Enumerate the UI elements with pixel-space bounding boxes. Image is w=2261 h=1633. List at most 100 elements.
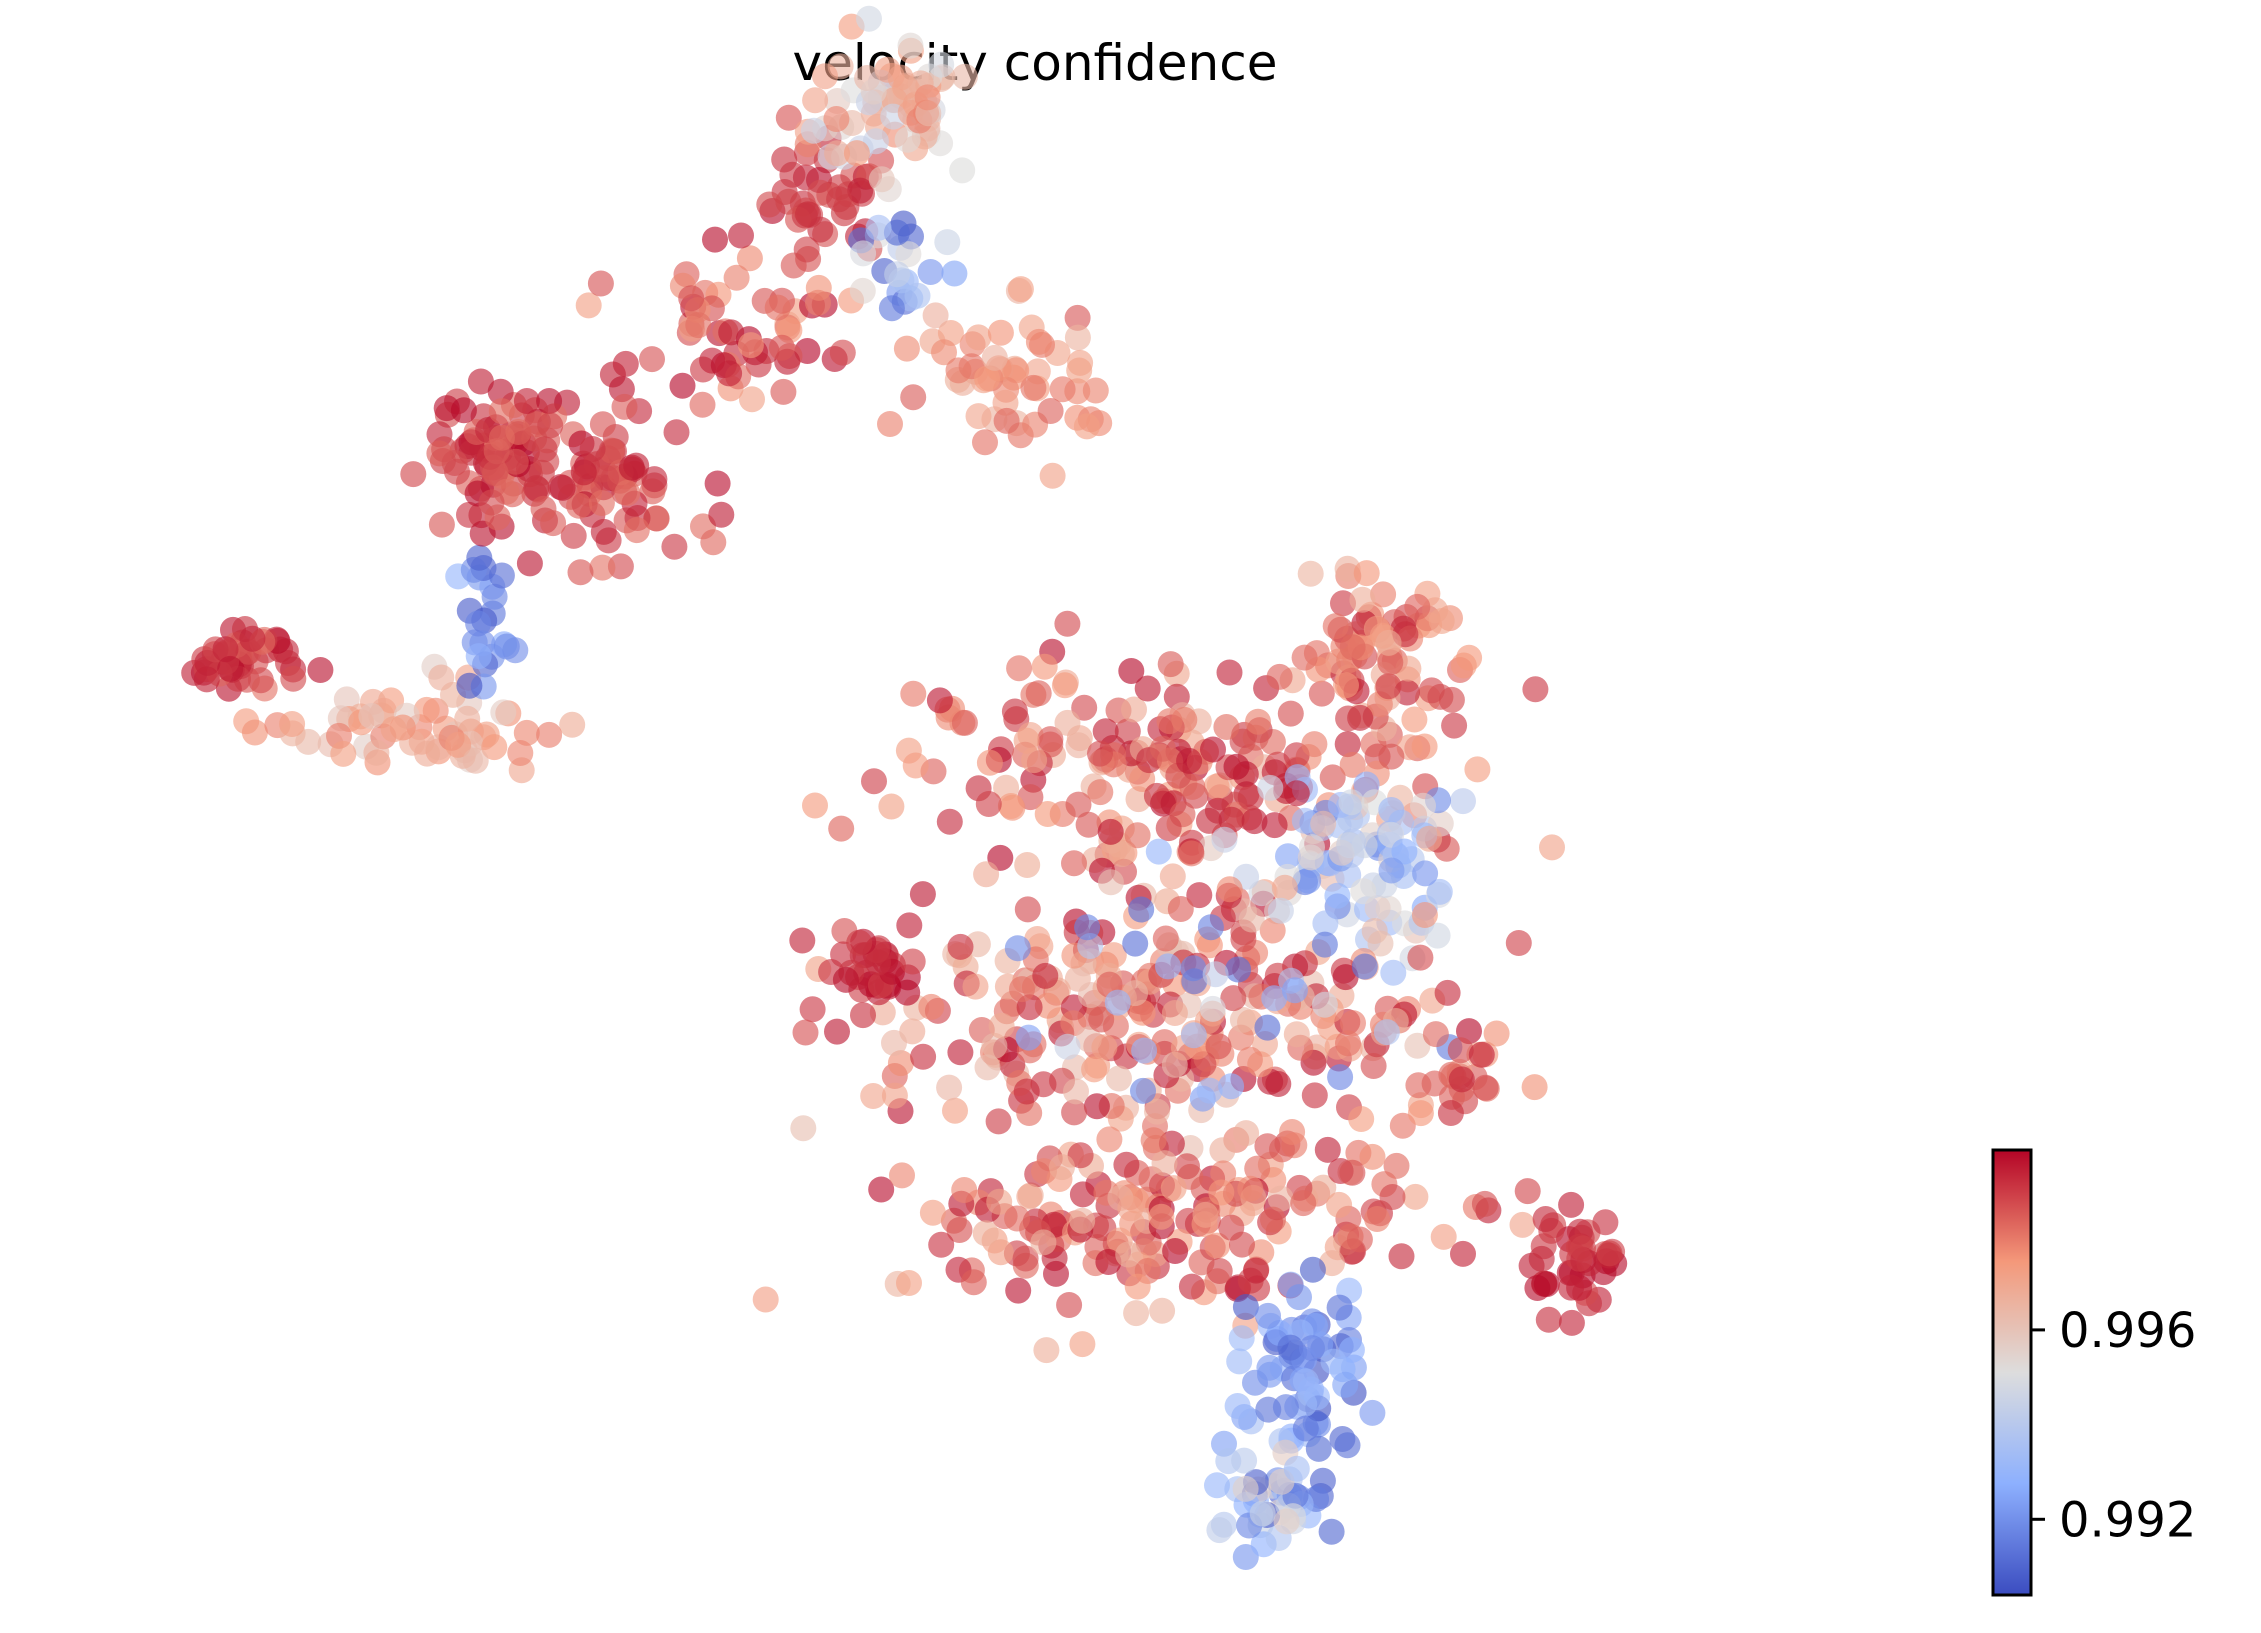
data-point — [723, 264, 750, 291]
data-point — [832, 966, 859, 993]
data-point — [1450, 1240, 1476, 1267]
data-point — [1254, 1133, 1281, 1160]
data-point — [1181, 968, 1208, 995]
data-point — [1412, 860, 1439, 887]
data-point — [1069, 1331, 1096, 1358]
data-point — [481, 734, 508, 761]
data-point — [1301, 731, 1328, 758]
data-point — [1113, 1151, 1140, 1178]
data-point — [1558, 1191, 1585, 1218]
data-point — [358, 703, 385, 729]
data-point — [1299, 1335, 1325, 1362]
data-point — [1020, 374, 1047, 401]
data-point — [212, 636, 239, 663]
data-point — [847, 177, 874, 204]
data-point — [951, 709, 978, 736]
data-point — [1314, 1136, 1341, 1163]
data-point — [669, 372, 696, 399]
data-point — [1261, 812, 1288, 839]
data-point — [1261, 985, 1288, 1012]
data-point — [1150, 735, 1176, 762]
data-point — [1082, 377, 1109, 404]
data-point — [1320, 1348, 1347, 1375]
data-point — [1434, 979, 1461, 1006]
data-point — [1013, 727, 1040, 754]
data-point — [1241, 808, 1268, 835]
data-point — [1006, 655, 1033, 682]
data-point — [193, 666, 220, 693]
data-point — [895, 241, 922, 268]
data-point — [993, 407, 1020, 434]
data-point — [896, 1270, 922, 1296]
data-point — [614, 479, 641, 506]
data-point — [981, 1032, 1008, 1059]
data-point — [1566, 1245, 1593, 1272]
data-point — [1237, 1175, 1264, 1202]
data-point — [1049, 1154, 1075, 1181]
data-point — [1208, 1179, 1235, 1206]
data-point — [1060, 1010, 1087, 1037]
data-point — [1157, 651, 1184, 678]
data-point — [1275, 843, 1301, 870]
data-point — [946, 1217, 973, 1243]
data-point — [1404, 1032, 1431, 1059]
data-point — [1083, 1093, 1110, 1120]
data-point — [860, 78, 887, 105]
data-point — [1199, 995, 1226, 1022]
data-point — [1326, 1191, 1353, 1218]
data-point — [1074, 914, 1101, 941]
data-point — [1148, 1203, 1175, 1230]
data-point — [1364, 1206, 1391, 1232]
data-point — [972, 429, 998, 456]
data-point — [1206, 1517, 1233, 1544]
data-point — [1281, 977, 1308, 1004]
data-point — [1091, 1034, 1118, 1061]
data-point — [1054, 709, 1081, 736]
data-point — [1123, 1300, 1150, 1327]
data-point — [947, 933, 974, 960]
data-point — [1378, 857, 1405, 884]
data-point — [914, 84, 941, 111]
data-point — [1422, 1021, 1449, 1048]
data-point — [1128, 896, 1155, 923]
data-point — [1037, 731, 1064, 758]
data-point — [444, 458, 470, 485]
data-point — [910, 1043, 937, 1070]
data-point — [1067, 349, 1094, 376]
data-point — [802, 792, 828, 819]
data-point — [465, 643, 492, 670]
data-point — [279, 711, 306, 737]
data-point — [1202, 961, 1229, 988]
data-point — [1061, 850, 1087, 877]
data-point — [1160, 1175, 1187, 1202]
data-point — [936, 808, 963, 835]
colorbar-tick-label: 0.992 — [2059, 1492, 2196, 1548]
data-point — [1156, 708, 1183, 735]
data-point — [1351, 953, 1378, 980]
data-point — [861, 768, 887, 795]
data-point — [1124, 822, 1151, 849]
data-point — [1064, 324, 1091, 351]
data-point — [949, 157, 976, 184]
data-point — [1024, 926, 1051, 952]
data-point — [988, 1012, 1015, 1039]
data-point — [1130, 1077, 1156, 1104]
data-point — [934, 229, 961, 256]
data-point — [802, 87, 829, 114]
data-point — [850, 240, 877, 267]
point-layer — [181, 5, 1628, 1570]
data-point — [986, 1188, 1013, 1215]
data-point — [1558, 1309, 1585, 1336]
data-point — [1265, 1071, 1292, 1097]
data-point — [1014, 852, 1041, 878]
data-point — [1483, 1020, 1510, 1047]
data-point — [800, 117, 827, 144]
data-point — [1013, 1078, 1040, 1105]
data-point — [1379, 1184, 1406, 1210]
data-point — [454, 705, 481, 732]
data-point — [1340, 1010, 1366, 1037]
data-point — [1311, 991, 1338, 1018]
data-point — [1180, 1022, 1207, 1049]
data-point — [868, 166, 895, 193]
data-point — [1255, 1302, 1281, 1329]
